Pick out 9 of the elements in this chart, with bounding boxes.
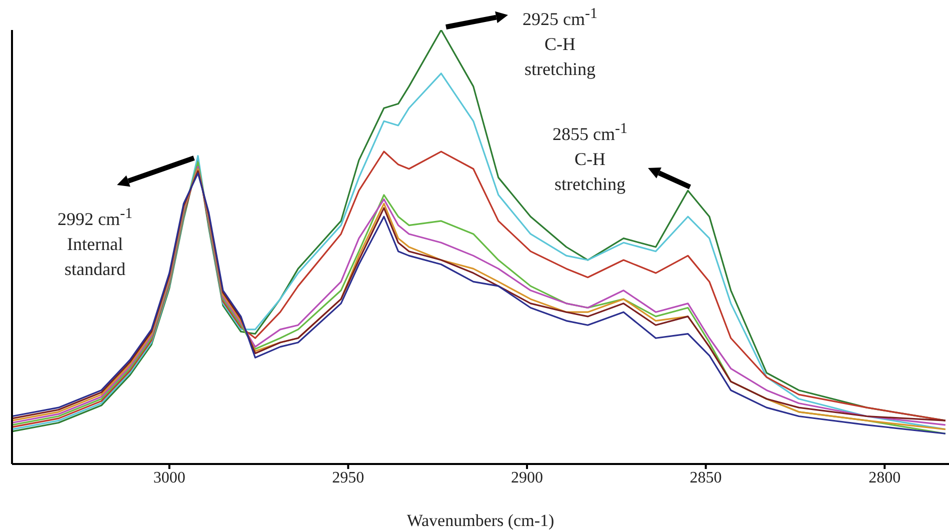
annotation: 2855 cm$^{-1}$ C-H stretching — [552, 120, 628, 196]
x-tick-label: 2850 — [690, 469, 722, 486]
x-tick-label: 2900 — [510, 469, 543, 486]
x-tick-label: 3000 — [153, 469, 186, 486]
x-tick-label: 2950 — [332, 469, 364, 486]
annotation: 2992 cm$^{-1}$ Internal standard — [56, 205, 134, 281]
x-axis-title: Wavenumbers (cm-1) — [406, 511, 554, 530]
x-tick-label: 2800 — [868, 469, 901, 486]
annotation: 2925 cm$^{-1}$ C-H stretching — [522, 5, 598, 81]
